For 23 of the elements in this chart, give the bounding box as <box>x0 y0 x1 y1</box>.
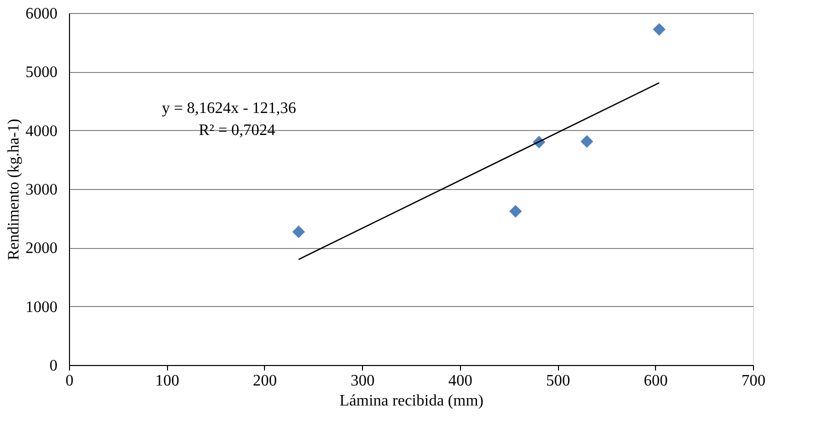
annotation: R² = 0,7024 <box>198 122 276 139</box>
annotation: y = 8,1624x - 121,36 <box>162 100 296 117</box>
x-tick-label: 500 <box>546 372 570 390</box>
x-tick-label: 200 <box>252 372 277 390</box>
y-tick-label: 6000 <box>26 6 58 22</box>
x-tick-label: 600 <box>644 372 668 390</box>
x-tick-label: 100 <box>155 372 180 390</box>
y-tick-label: 3000 <box>26 182 58 198</box>
y-tick-label: 4000 <box>26 122 58 140</box>
y-tick-label: 5000 <box>26 64 58 82</box>
x-tick-label: 300 <box>350 372 375 390</box>
point <box>509 204 522 218</box>
point <box>580 135 594 148</box>
y-tick-label: 0 <box>50 358 58 374</box>
x-tick-label: 0 <box>66 372 74 390</box>
point <box>292 226 305 238</box>
y-tick-label: 1000 <box>26 298 58 316</box>
x-tick-label: 400 <box>448 372 472 390</box>
x-tick-label: 700 <box>742 372 766 390</box>
y-tick-label: 2000 <box>26 240 58 258</box>
point <box>652 23 666 36</box>
x-axis-title: Lámina recibida (mm) <box>340 392 484 410</box>
y-axis-title: Rendimento (kg.ha-1) <box>6 118 22 260</box>
